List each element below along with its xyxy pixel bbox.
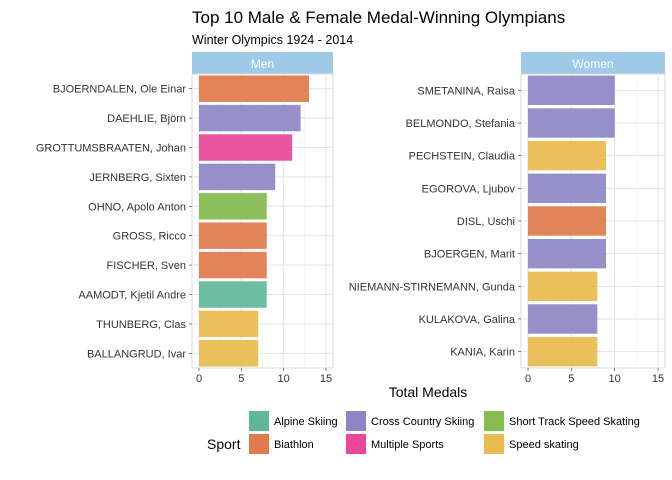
bar xyxy=(528,108,615,138)
x-tick-label: 10 xyxy=(609,373,621,385)
bar xyxy=(199,222,267,249)
x-tick-label: 15 xyxy=(320,373,332,385)
bar xyxy=(199,193,267,220)
chart-subtitle: Winter Olympics 1924 - 2014 xyxy=(192,33,353,47)
bar xyxy=(199,340,259,367)
legend-label: Short Track Speed Skating xyxy=(509,416,640,428)
strip-men xyxy=(192,52,333,74)
legend-label: Alpine Skiing xyxy=(274,416,338,428)
athlete-label: NIEMANN-STIRNEMANN, Gunda xyxy=(349,281,516,293)
bar xyxy=(528,206,606,236)
legend-swatch xyxy=(484,411,504,431)
bar xyxy=(199,104,301,132)
panel-men: Men BJOERNDALEN, Ole Einar DAEHLIE, Björn G… xyxy=(36,52,334,385)
legend-label: Cross Country Skiing xyxy=(371,416,474,428)
panel-women: Women SMETANINA, Raisa BELMONDO, Stefania P… xyxy=(349,52,666,385)
bar xyxy=(199,163,276,191)
athlete-label: KANIA, Karin xyxy=(450,347,515,359)
legend-label: Biathlon xyxy=(274,439,314,451)
legend-item: Multiple Sports xyxy=(346,434,444,454)
athlete-label: PECHSTEIN, Claudia xyxy=(409,151,516,163)
legend-item: Alpine Skiing xyxy=(249,411,338,431)
bar xyxy=(528,140,606,171)
athlete-label: FISCHER, Sven xyxy=(107,260,186,272)
athlete-label: BALLANGRUD, Ivar xyxy=(87,348,186,360)
athlete-label: JERNBERG, Sixten xyxy=(89,172,186,184)
bar xyxy=(528,173,606,204)
bar xyxy=(199,281,267,308)
bar xyxy=(528,271,598,302)
athlete-label: THUNBERG, Clas xyxy=(96,319,186,331)
athlete-label: EGOROVA, Ljubov xyxy=(422,183,516,195)
legend-swatch xyxy=(346,434,366,454)
x-tick-label: 0 xyxy=(525,373,531,385)
bar xyxy=(528,75,615,106)
bar xyxy=(199,75,310,102)
x-axis-title: Total Medals xyxy=(389,384,468,400)
chart-title: Top 10 Male & Female Medal-Winning Olymp… xyxy=(192,8,565,27)
x-tick-label: 5 xyxy=(568,373,574,385)
athlete-label: OHNO, Apolo Anton xyxy=(88,201,186,213)
athlete-label: BJOERGEN, Marit xyxy=(424,249,515,261)
athlete-label: GROTTUMSBRAATEN, Johan xyxy=(36,143,186,155)
bar xyxy=(528,238,606,269)
legend-label: Multiple Sports xyxy=(371,439,444,451)
chart-panels: Men BJOERNDALEN, Ole Einar DAEHLIE, Björn G… xyxy=(36,52,666,385)
legend-swatch xyxy=(249,411,269,431)
athlete-label: SMETANINA, Raisa xyxy=(417,85,515,97)
athlete-label: DAEHLIE, Björn xyxy=(107,113,186,125)
athlete-label: BJOERNDALEN, Ole Einar xyxy=(53,84,187,96)
legend-swatch xyxy=(484,434,504,454)
legend-item: Biathlon xyxy=(249,434,314,454)
legend: Alpine Skiing Biathlon Cross Country Skiin… xyxy=(249,411,640,454)
bar xyxy=(528,336,598,367)
athlete-label: GROSS, Ricco xyxy=(113,231,186,243)
athlete-label: AAMODT, Kjetil Andre xyxy=(78,290,186,302)
legend-item: Short Track Speed Skating xyxy=(484,411,640,431)
x-tick-label: 10 xyxy=(278,373,290,385)
legend-item: Cross Country Skiing xyxy=(346,411,474,431)
strip-label: Men xyxy=(251,57,274,71)
strip-label: Women xyxy=(572,57,613,71)
legend-swatch xyxy=(346,411,366,431)
athlete-label: DISL, Uschi xyxy=(457,216,515,228)
bar xyxy=(199,134,293,161)
legend-title: Sport xyxy=(207,436,241,452)
x-tick-label: 0 xyxy=(196,373,202,385)
legend-label: Speed skating xyxy=(509,439,579,451)
strip-women xyxy=(521,52,665,74)
bar xyxy=(199,251,267,279)
x-tick-label: 5 xyxy=(238,373,244,385)
athlete-label: BELMONDO, Stefania xyxy=(406,118,516,130)
x-tick-label: 15 xyxy=(652,373,664,385)
legend-swatch xyxy=(249,434,269,454)
bar xyxy=(199,310,259,338)
legend-item: Speed skating xyxy=(484,434,579,454)
athlete-label: KULAKOVA, Galina xyxy=(419,314,516,326)
bar xyxy=(528,304,598,334)
